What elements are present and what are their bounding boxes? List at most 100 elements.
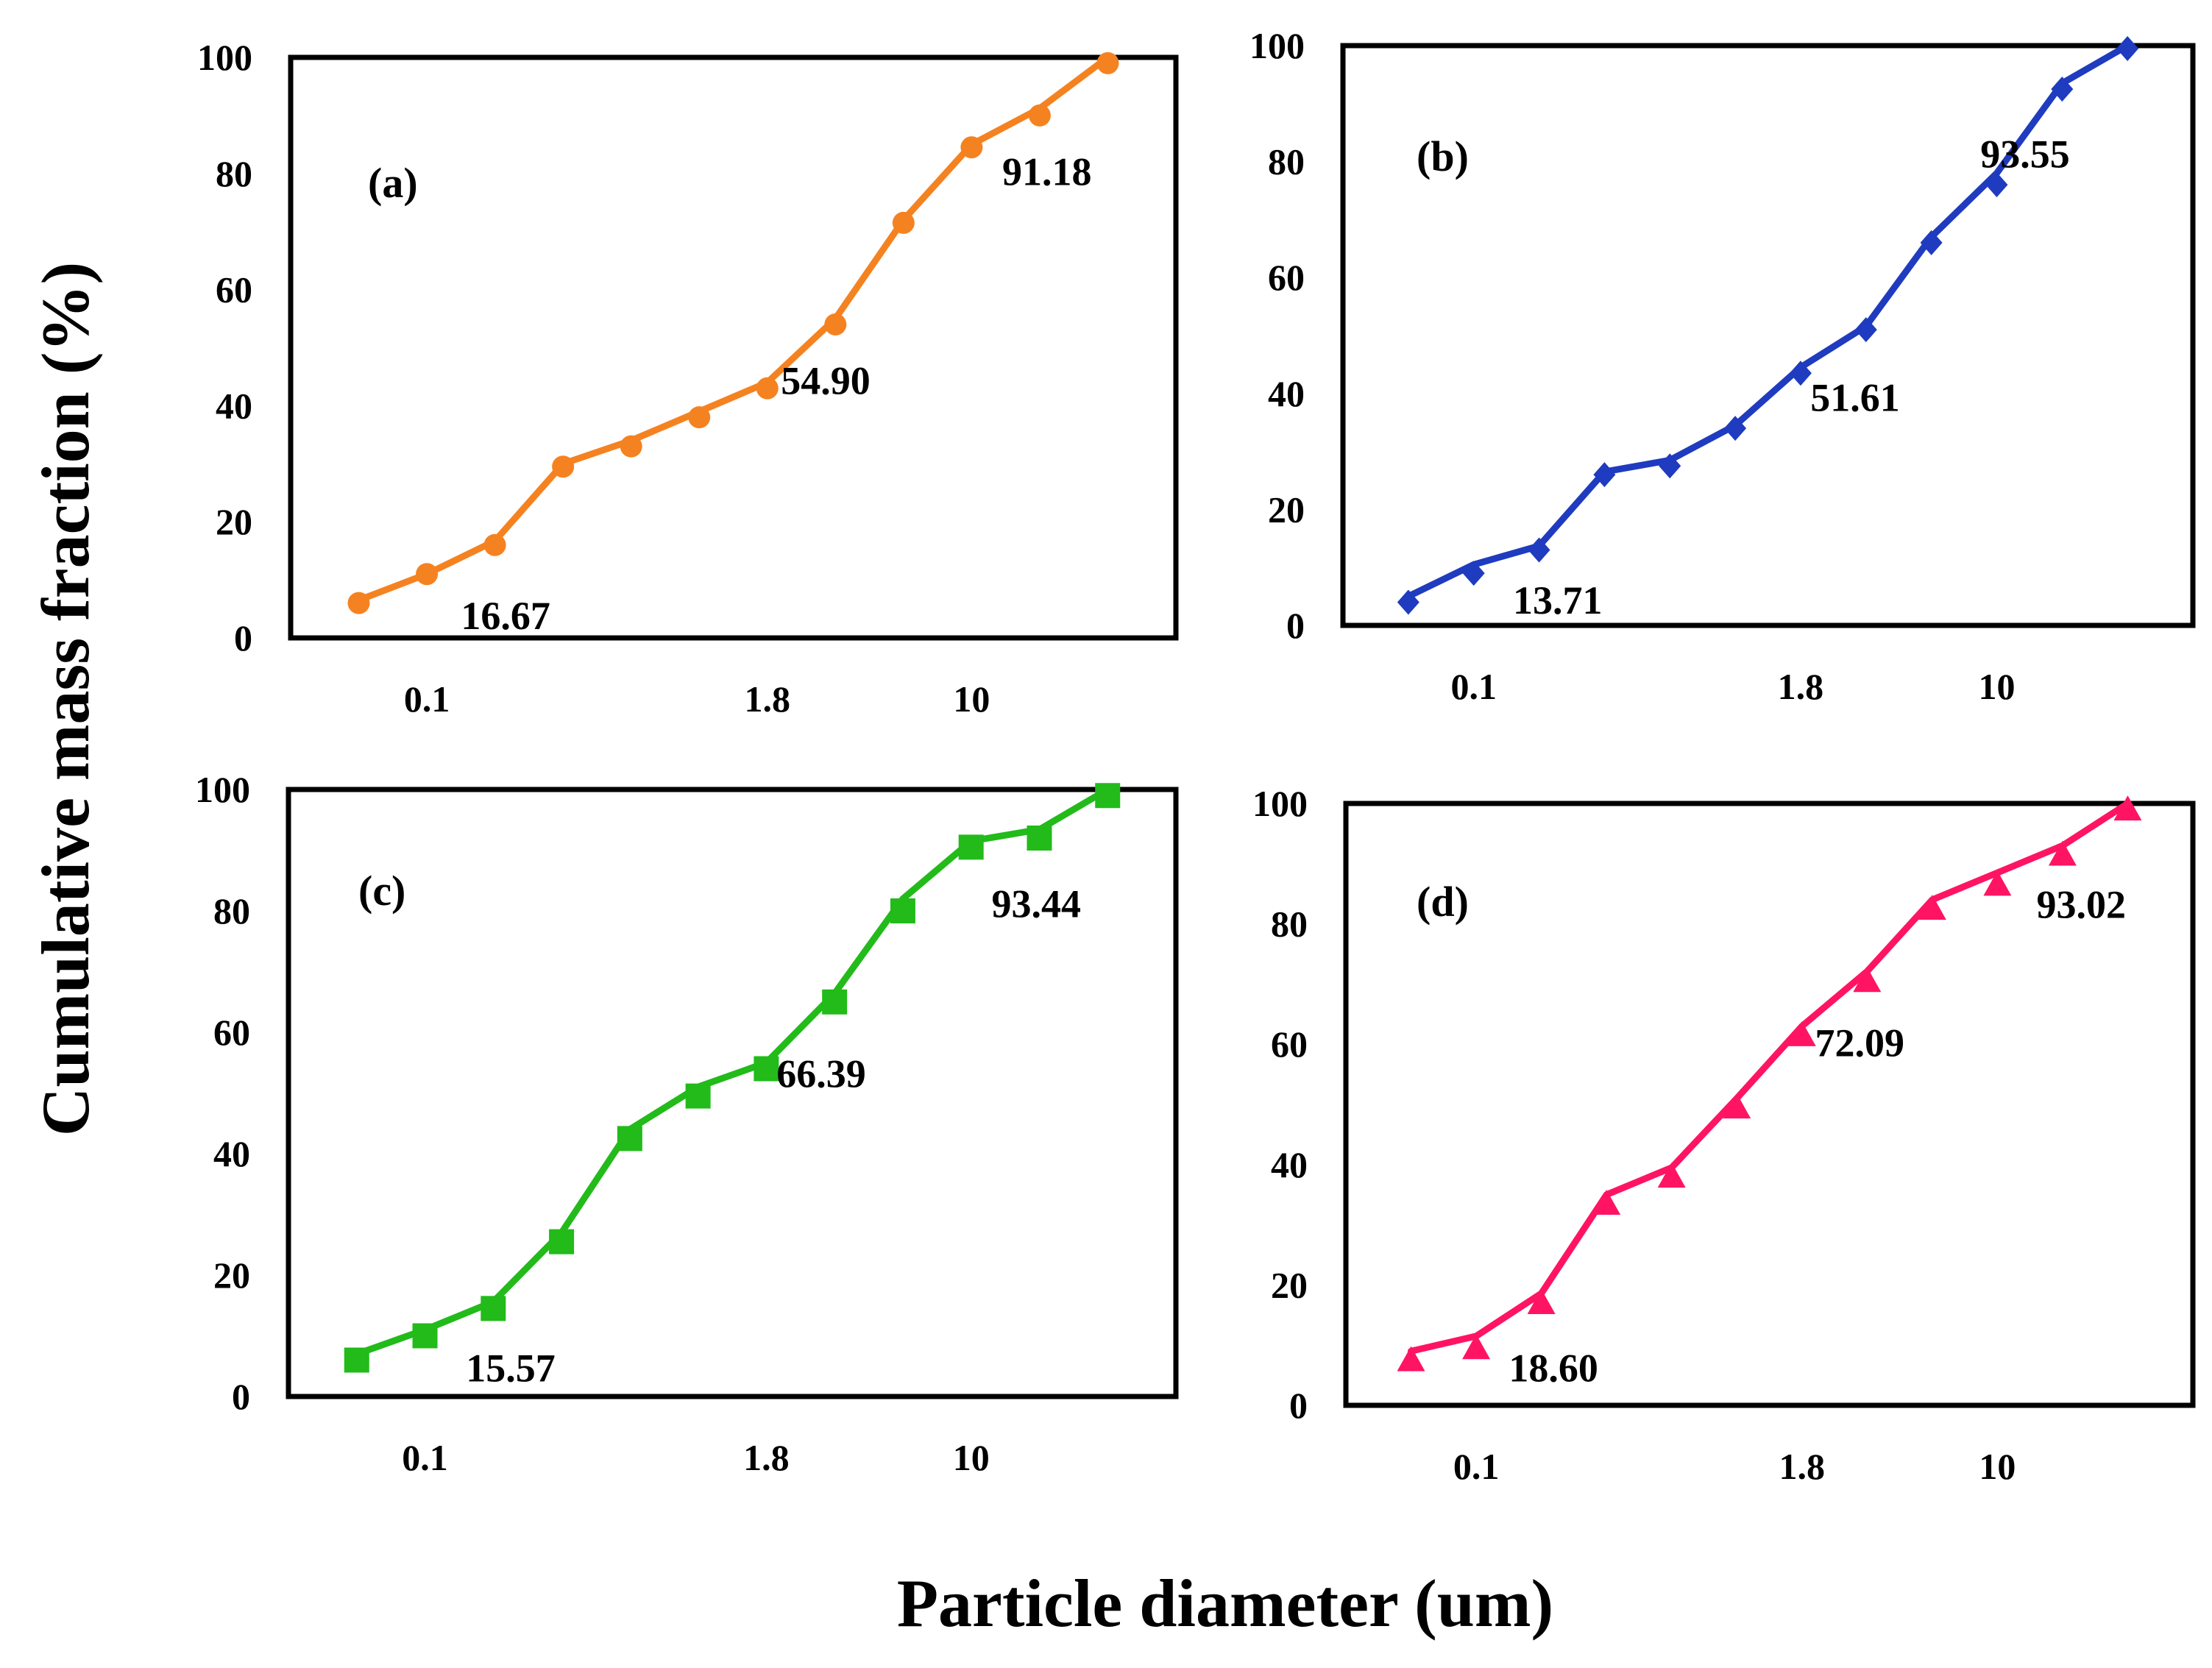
- data-point: [1983, 870, 2012, 896]
- x-tick-label: 10: [1978, 666, 2015, 707]
- data-point: [1592, 1189, 1621, 1215]
- data-point: [1527, 1288, 1556, 1314]
- series-line: [1405, 42, 2131, 600]
- data-point: [1397, 589, 1419, 615]
- data-point: [481, 1296, 506, 1321]
- data-point: [1027, 826, 1052, 851]
- data-label: 18.60: [1509, 1346, 1598, 1390]
- data-point: [1028, 104, 1051, 127]
- plot-frame: [286, 787, 1179, 1399]
- x-axis-label: Particle diameter (um): [897, 1566, 1553, 1641]
- panel-label: (d): [1417, 878, 1469, 926]
- y-tick-label: 100: [197, 37, 252, 78]
- data-point: [483, 533, 506, 556]
- x-tick-label: 0.1: [1453, 1446, 1500, 1487]
- data-point: [1657, 1163, 1686, 1188]
- chart-panel-d: 0 20 40 60 80 100 0.1 1.8 10 18.60 72.09 93.02 (d): [1252, 783, 2196, 1487]
- y-tick-label: 0: [1289, 1385, 1308, 1426]
- data-point: [1918, 895, 1946, 920]
- data-point: [2051, 77, 2074, 102]
- data-label: 72.09: [1815, 1021, 1904, 1065]
- data-point: [822, 989, 848, 1015]
- y-tick-label: 0: [234, 617, 252, 659]
- data-point: [1854, 317, 1877, 343]
- data-point: [347, 592, 370, 614]
- y-tick-label: 40: [1268, 373, 1305, 414]
- y-tick-label: 0: [232, 1376, 250, 1417]
- data-point: [824, 313, 847, 336]
- x-tick-label: 0.1: [404, 678, 450, 720]
- data-point: [756, 377, 779, 400]
- x-tick-label: 10: [953, 678, 990, 720]
- data-label: 93.02: [2037, 882, 2127, 926]
- data-point: [1985, 172, 2008, 198]
- data-point: [892, 211, 915, 234]
- y-tick-label: 20: [216, 501, 252, 542]
- data-point: [1528, 537, 1550, 563]
- data-point: [688, 406, 711, 429]
- data-point: [2048, 840, 2077, 866]
- y-tick-label: 60: [213, 1012, 250, 1053]
- data-point: [958, 834, 984, 860]
- data-point: [552, 455, 575, 478]
- data-point: [549, 1229, 575, 1254]
- series-line: [355, 54, 1111, 604]
- data-point: [1724, 416, 1747, 441]
- data-point: [1920, 230, 1943, 255]
- panel-label: (c): [358, 867, 405, 915]
- data-point: [890, 898, 915, 923]
- data-point: [2113, 795, 2142, 821]
- plot-frame: [288, 54, 1179, 641]
- data-label: 91.18: [1002, 150, 1092, 194]
- data-point: [1787, 1021, 1816, 1046]
- x-tick-label: 10: [953, 1437, 990, 1478]
- y-tick-label: 80: [1268, 141, 1305, 182]
- data-point: [1095, 783, 1121, 809]
- y-tick-label: 80: [1271, 904, 1308, 945]
- x-tick-label: 1.8: [1778, 666, 1824, 707]
- plot-frame: [1343, 801, 2196, 1408]
- y-tick-label: 60: [1271, 1023, 1308, 1065]
- panel-label: (b): [1417, 132, 1469, 180]
- data-point: [960, 136, 983, 159]
- y-tick-label: 40: [213, 1133, 250, 1174]
- y-tick-label: 100: [1252, 783, 1308, 824]
- y-tick-label: 100: [195, 769, 250, 810]
- data-label: 13.71: [1513, 578, 1603, 622]
- x-tick-label: 10: [1979, 1446, 2016, 1487]
- data-label: 93.55: [1980, 132, 2070, 176]
- y-tick-label: 20: [1268, 489, 1305, 530]
- x-tick-label: 1.8: [745, 678, 791, 720]
- y-tick-label: 40: [1271, 1144, 1308, 1185]
- data-point: [754, 1056, 779, 1082]
- y-tick-label: 80: [213, 890, 250, 931]
- data-label: 16.67: [461, 594, 550, 638]
- x-tick-label: 1.8: [1779, 1446, 1826, 1487]
- data-point: [1096, 52, 1119, 74]
- data-point: [617, 1126, 642, 1151]
- data-point: [2116, 35, 2139, 61]
- data-point: [620, 435, 642, 458]
- y-tick-label: 20: [213, 1254, 250, 1296]
- y-tick-label: 20: [1271, 1264, 1308, 1305]
- plot-frame: [1340, 43, 2196, 628]
- data-point: [1397, 1346, 1425, 1371]
- data-label: 93.44: [992, 881, 1082, 926]
- x-tick-label: 0.1: [402, 1437, 448, 1478]
- y-tick-label: 40: [216, 385, 252, 426]
- data-point: [1462, 561, 1485, 586]
- data-label: 15.57: [466, 1346, 556, 1390]
- y-tick-label: 60: [1268, 257, 1305, 298]
- data-point: [1462, 1334, 1491, 1360]
- y-tick-label: 100: [1249, 25, 1305, 66]
- data-label: 66.39: [776, 1051, 866, 1096]
- y-tick-label: 60: [216, 269, 252, 310]
- y-tick-label: 80: [216, 153, 252, 194]
- data-point: [1659, 453, 1681, 479]
- data-point: [685, 1083, 711, 1109]
- data-point: [1593, 462, 1616, 488]
- data-point: [1789, 361, 1812, 386]
- chart-panel-a: 0 20 40 60 80 100 0.1 1.8 10 16.67 54.90 91.18 (a): [197, 37, 1179, 720]
- y-tick-label: 0: [1286, 605, 1305, 646]
